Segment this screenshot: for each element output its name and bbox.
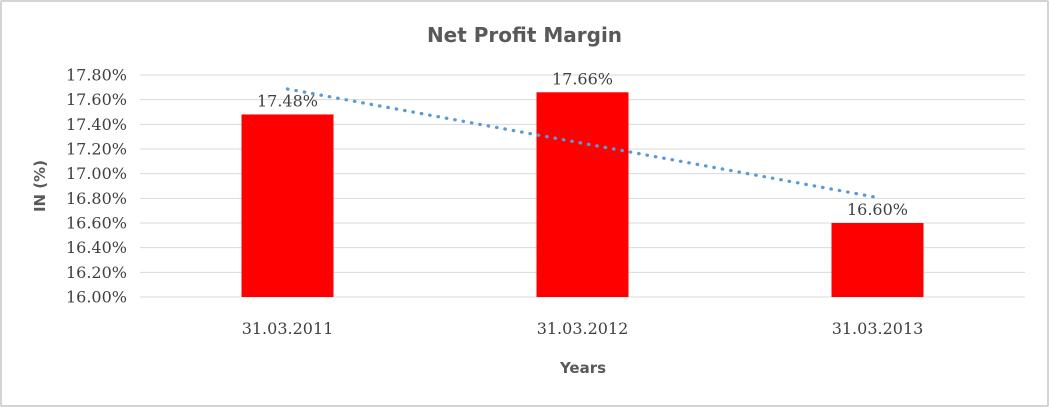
category-label: 31.03.2013 — [832, 319, 924, 338]
x-axis-title: Years — [559, 359, 607, 377]
bar-value-label: 17.66% — [552, 69, 613, 88]
chart-title: Net Profit Margin — [426, 23, 623, 47]
y-tick-label: 16.20% — [66, 263, 127, 282]
y-tick-label: 16.00% — [66, 288, 127, 307]
category-label: 31.03.2011 — [242, 319, 334, 338]
bar-value-label: 17.48% — [257, 91, 318, 110]
category-label: 31.03.2012 — [537, 319, 629, 338]
y-tick-label: 16.80% — [66, 189, 127, 208]
bar-value-label: 16.60% — [847, 200, 908, 219]
y-tick-label: 16.60% — [66, 214, 127, 233]
y-tick-label: 17.20% — [66, 140, 127, 159]
y-tick-label: 17.80% — [66, 66, 127, 85]
y-tick-label: 17.40% — [66, 115, 127, 134]
y-tick-label: 17.00% — [66, 164, 127, 183]
bar[interactable] — [831, 223, 924, 297]
bar[interactable] — [536, 92, 629, 298]
y-tick-label: 17.60% — [66, 90, 127, 109]
y-tick-label: 16.40% — [66, 238, 127, 257]
bar[interactable] — [241, 114, 334, 297]
trendline[interactable] — [285, 87, 880, 200]
